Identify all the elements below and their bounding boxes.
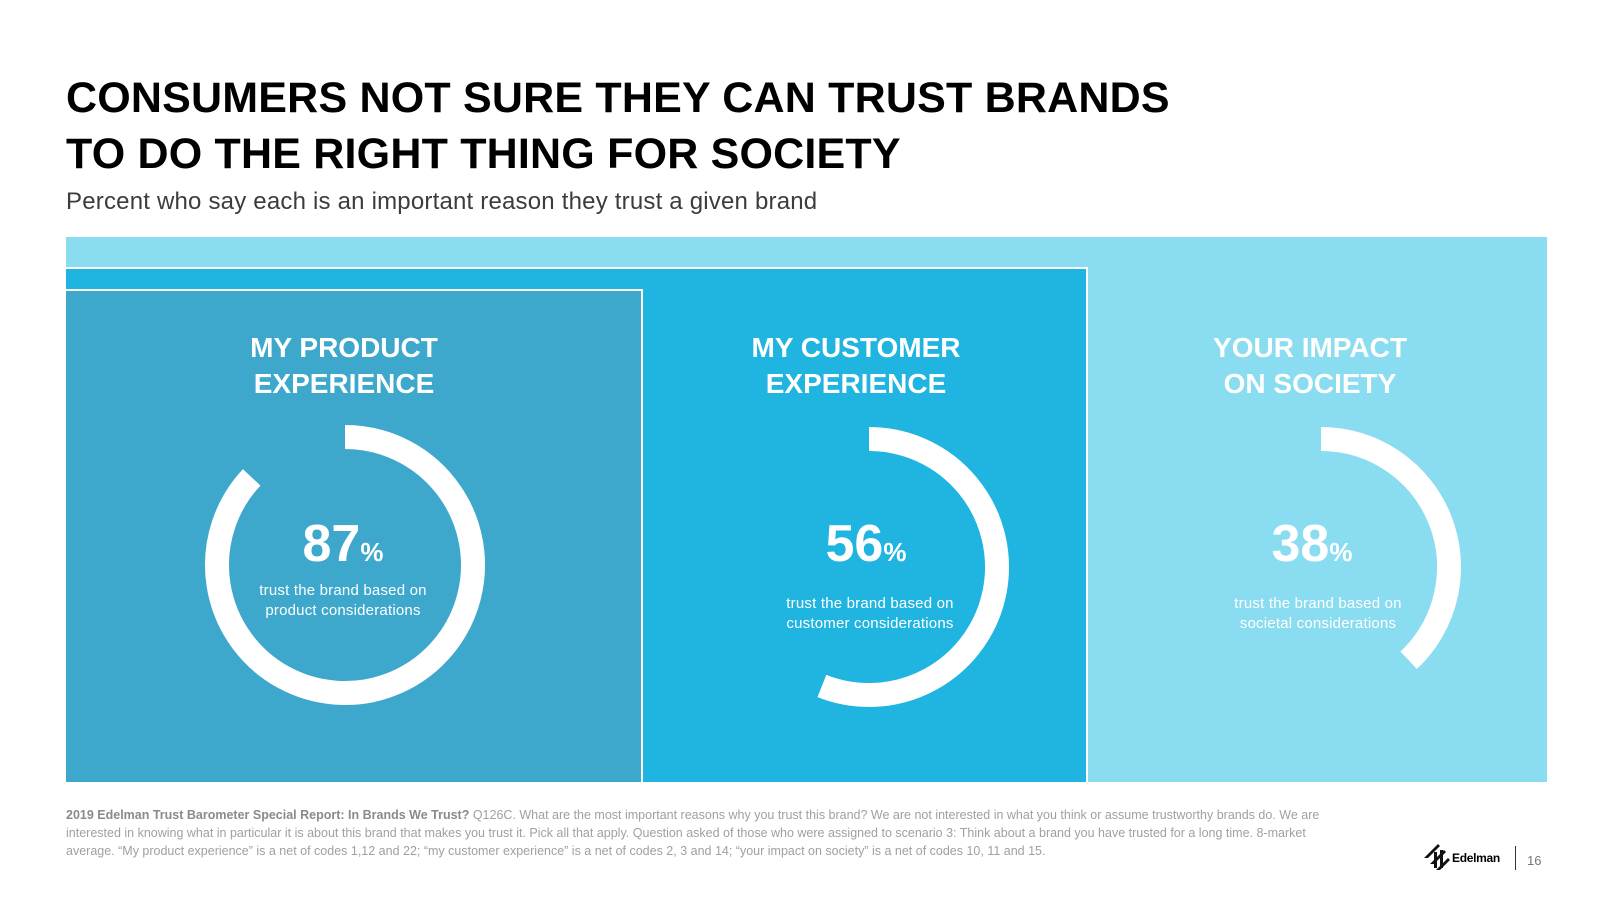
product-percent: 87%: [193, 514, 493, 574]
customer-title-line-2: EXPERIENCE: [765, 368, 947, 399]
product-desc-line-2: product considerations: [265, 602, 421, 619]
customer-percent-value: 56: [825, 515, 884, 573]
customer-section-title: MY CUSTOMER EXPERIENCE: [646, 330, 1066, 402]
customer-percent-unit: %: [883, 537, 907, 567]
society-percent-unit: %: [1329, 537, 1353, 567]
progress-arc: [817, 427, 1009, 707]
society-title-line-2: ON SOCIETY: [1223, 368, 1397, 399]
society-title-line-1: YOUR IMPACT: [1213, 332, 1407, 363]
society-percent: 38%: [1162, 514, 1462, 574]
logo-wordmark: Edelman: [1452, 851, 1500, 865]
society-percent-value: 38: [1271, 515, 1330, 573]
footnote-source: 2019 Edelman Trust Barometer Special Rep…: [66, 808, 470, 822]
slide-title-line-1: CONSUMERS NOT SURE THEY CAN TRUST BRANDS: [66, 74, 1170, 122]
society-section-title: YOUR IMPACT ON SOCIETY: [1100, 330, 1520, 402]
product-percent-unit: %: [360, 537, 384, 567]
footer-divider: [1515, 846, 1516, 870]
slide-title-line-2: TO DO THE RIGHT THING FOR SOCIETY: [66, 130, 901, 178]
society-desc-line-1: trust the brand based on: [1234, 595, 1402, 612]
product-section-title: MY PRODUCT EXPERIENCE: [134, 330, 554, 402]
customer-percent: 56%: [716, 514, 1016, 574]
product-percent-value: 87: [302, 515, 361, 573]
customer-description: trust the brand based on customer consid…: [720, 594, 1020, 634]
product-desc-line-1: trust the brand based on: [259, 582, 427, 599]
progress-arc: [205, 425, 485, 705]
slide-title: CONSUMERS NOT SURE THEY CAN TRUST BRANDS…: [66, 70, 1366, 182]
product-description: trust the brand based on product conside…: [193, 581, 493, 621]
page-number: 16: [1527, 853, 1542, 868]
progress-arc: [1320, 427, 1461, 670]
product-progress-ring: [205, 425, 485, 705]
edelman-logo-icon: [1424, 844, 1450, 870]
product-title-line-2: EXPERIENCE: [253, 368, 435, 399]
customer-title-line-1: MY CUSTOMER: [751, 332, 961, 363]
slide-subtitle: Percent who say each is an important rea…: [66, 188, 818, 215]
society-desc-line-2: societal considerations: [1239, 615, 1397, 632]
customer-desc-line-1: trust the brand based on: [786, 595, 954, 612]
footnote-text: Q126C. What are the most important reaso…: [66, 808, 1320, 858]
source-footnote: 2019 Edelman Trust Barometer Special Rep…: [66, 806, 1356, 860]
society-progress-ring: [1320, 427, 1461, 670]
customer-desc-line-2: customer considerations: [786, 615, 954, 632]
product-title-line-1: MY PRODUCT: [250, 332, 438, 363]
society-description: trust the brand based on societal consid…: [1168, 594, 1468, 634]
customer-progress-ring: [817, 427, 1009, 707]
